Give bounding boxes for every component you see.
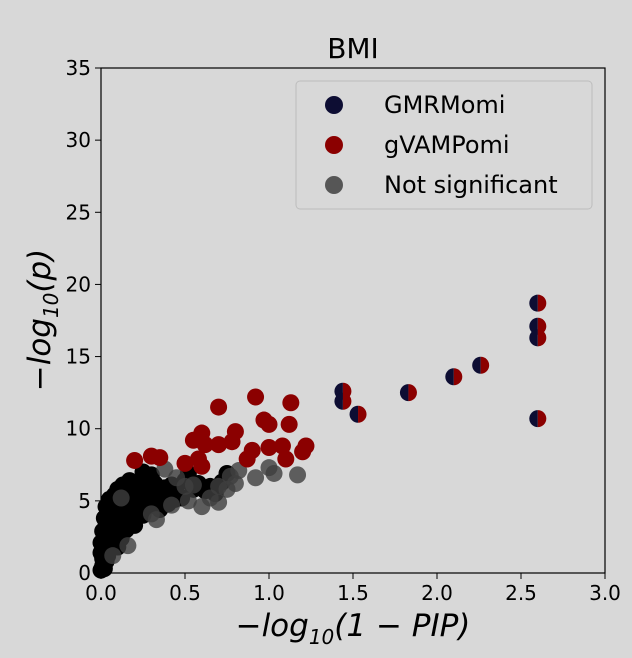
data-point-gvampomi xyxy=(282,394,300,412)
data-point-gvampomi xyxy=(176,454,194,472)
data-point-not-significant xyxy=(226,475,244,493)
data-point-not-significant xyxy=(184,476,202,494)
data-point-gvampomi xyxy=(277,450,295,468)
data-point-gvampomi xyxy=(273,437,291,455)
data-point-not-significant xyxy=(210,493,228,511)
data-point-gvampomi xyxy=(280,415,298,433)
data-point-not-significant xyxy=(163,496,181,514)
data-point-not-significant xyxy=(104,547,122,565)
data-point-gvampomi xyxy=(151,449,169,467)
data-point-gvampomi xyxy=(260,415,278,433)
x-tick-label: 2.0 xyxy=(421,581,453,605)
data-point-gmrmomi-gvampomi xyxy=(529,329,547,347)
x-tick-label: 1.5 xyxy=(337,581,369,605)
data-point-gvampomi xyxy=(260,438,278,456)
x-tick-label: 0.0 xyxy=(85,581,117,605)
y-tick-label: 20 xyxy=(66,272,91,296)
y-tick-label: 0 xyxy=(78,561,91,585)
legend-marker-not-significant xyxy=(325,176,343,194)
data-point-gmrmomi-gvampomi xyxy=(399,384,417,402)
x-tick-label: 3.0 xyxy=(589,581,621,605)
data-point-gmrmomi-gvampomi xyxy=(445,368,463,386)
data-point-gmrmomi-gvampomi xyxy=(472,356,490,374)
data-point-gvampomi xyxy=(243,441,261,459)
x-axis-ticks: 0.0 0.5 1.0 1.5 2.0 2.5 3.0 xyxy=(85,573,621,605)
legend-label-gmrmomi: GMRMomi xyxy=(384,91,505,119)
x-tick-label: 2.5 xyxy=(505,581,537,605)
y-tick-label: 10 xyxy=(66,417,91,441)
x-tick-label: 0.5 xyxy=(169,581,201,605)
legend-marker-gmrmomi xyxy=(325,96,343,114)
data-point-not-significant xyxy=(289,466,307,484)
legend-box xyxy=(295,80,593,210)
data-point-gmrmomi-gvampomi xyxy=(529,410,547,428)
data-point-gvampomi xyxy=(226,423,244,441)
data-point-gmrmomi-gvampomi xyxy=(349,405,367,423)
legend-label-not-significant: Not significant xyxy=(384,171,558,199)
data-point-not-significant xyxy=(121,472,139,490)
data-point-not-significant xyxy=(265,464,283,482)
plot-layer xyxy=(92,294,547,579)
y-tick-label: 35 xyxy=(66,56,91,80)
y-tick-label: 25 xyxy=(66,200,91,224)
data-point-gvampomi xyxy=(210,436,228,454)
x-tick-label: 1.0 xyxy=(253,581,285,605)
data-point-not-significant xyxy=(142,505,160,523)
legend-marker-gvampomi xyxy=(325,136,343,154)
y-tick-label: 30 xyxy=(66,128,91,152)
data-point-gvampomi xyxy=(126,451,144,469)
x-axis-label: −log10(1 − PIP) xyxy=(236,608,471,649)
data-point-gvampomi xyxy=(193,457,211,475)
data-point-not-significant xyxy=(142,466,160,484)
y-tick-label: 5 xyxy=(78,489,91,513)
data-point-not-significant xyxy=(179,492,197,510)
y-axis-ticks: 0 5 10 15 20 25 30 35 xyxy=(66,56,101,585)
y-axis-label: −log10(p) xyxy=(22,249,63,392)
data-point-gvampomi xyxy=(247,388,265,406)
data-point-gvampomi xyxy=(196,436,214,454)
chart-title: BMI xyxy=(327,32,379,65)
legend: GMRMomi gVAMPomi Not significant xyxy=(295,80,593,210)
data-point-gmrmomi-gvampomi xyxy=(334,392,352,410)
data-point-not-significant xyxy=(119,537,137,555)
y-tick-label: 15 xyxy=(66,345,91,369)
data-point-gmrmomi-gvampomi xyxy=(529,294,547,312)
legend-label-gvampomi: gVAMPomi xyxy=(384,131,510,159)
data-point-not-significant xyxy=(247,469,265,487)
data-point-gvampomi xyxy=(210,398,228,416)
data-point-not-significant xyxy=(112,489,130,507)
data-point-gvampomi xyxy=(297,437,315,455)
data-point-not-significant xyxy=(94,522,112,540)
